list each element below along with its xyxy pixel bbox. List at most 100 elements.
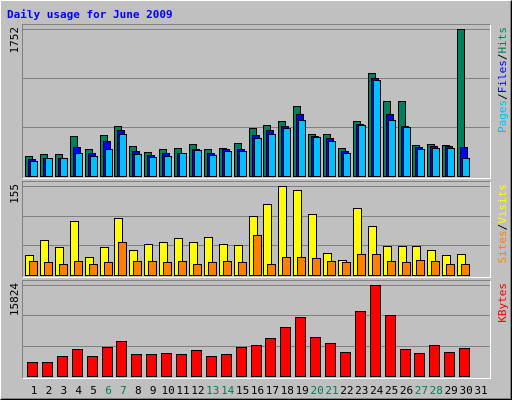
bar [119, 134, 127, 177]
bar [105, 149, 113, 177]
bar [148, 261, 157, 276]
x-tick-label: 25 [385, 384, 398, 397]
bar [313, 137, 321, 177]
bar [357, 254, 366, 276]
bar [29, 261, 38, 276]
bar [209, 155, 217, 177]
bar [298, 120, 306, 177]
bar [370, 285, 381, 377]
bar [224, 151, 232, 177]
x-tick-label: 22 [340, 384, 353, 397]
x-tick-label: 21 [325, 384, 338, 397]
bar [131, 354, 142, 377]
x-tick-label: 18 [281, 384, 294, 397]
x-tick-label: 6 [105, 384, 112, 397]
x-tick-label: 9 [150, 384, 157, 397]
bar [402, 262, 411, 276]
legend-separator: / [496, 93, 509, 100]
x-tick-label: 29 [445, 384, 458, 397]
bar [372, 254, 381, 276]
x-tick-label: 28 [430, 384, 443, 397]
x-tick-label: 12 [191, 384, 204, 397]
legend-separator: / [496, 224, 509, 231]
bar [254, 138, 262, 177]
bar [387, 261, 396, 276]
bar [239, 151, 247, 177]
bar [373, 80, 381, 177]
bar [30, 161, 38, 177]
x-tick-label: 3 [60, 384, 67, 397]
bar [385, 315, 396, 377]
legend-entry: Files [496, 60, 509, 93]
bar [251, 345, 262, 377]
bar [74, 261, 83, 276]
bar [179, 153, 187, 177]
bevel [22, 280, 491, 379]
bar [102, 347, 113, 377]
bar [116, 341, 127, 377]
bar [403, 127, 411, 177]
bar [325, 343, 336, 377]
bar [208, 262, 217, 276]
bar [75, 153, 83, 177]
chart-title: Daily usage for June 2009 [7, 8, 173, 21]
x-tick-label: 31 [474, 384, 487, 397]
bar [238, 262, 247, 276]
bar [133, 261, 142, 276]
bar [194, 150, 202, 177]
bar [146, 354, 157, 377]
bar [400, 349, 411, 377]
bar [267, 264, 276, 276]
bar [193, 264, 202, 276]
bar [72, 349, 83, 377]
bar [176, 354, 187, 377]
bar [310, 337, 321, 377]
bar [253, 235, 262, 276]
bar [42, 362, 53, 377]
bar [161, 353, 172, 377]
x-tick-label: 20 [310, 384, 323, 397]
bar [429, 345, 440, 377]
bar [295, 317, 306, 377]
x-tick-label: 7 [120, 384, 127, 397]
bar [462, 158, 470, 177]
bar [444, 352, 455, 377]
legend-entry: Visits [496, 184, 509, 224]
x-tick-label: 30 [459, 384, 472, 397]
y-tick-label: 155 [8, 184, 21, 204]
bar [163, 262, 172, 276]
x-tick-label: 4 [75, 384, 82, 397]
legend-entry: Pages [496, 100, 509, 133]
bar [342, 262, 351, 276]
bar [358, 125, 366, 177]
bar [388, 120, 396, 177]
x-tick-label: 14 [221, 384, 235, 397]
bevel [22, 24, 491, 179]
bar [59, 264, 68, 276]
bar [164, 156, 172, 177]
x-tick-label: 19 [296, 384, 309, 397]
bar [282, 257, 291, 276]
bar [90, 156, 98, 177]
x-tick-label: 11 [176, 384, 189, 397]
bar [280, 327, 291, 377]
x-tick-label: 24 [370, 384, 384, 397]
bar [447, 148, 455, 177]
bar [191, 350, 202, 377]
bar [432, 148, 440, 177]
bar [416, 260, 425, 276]
x-tick-label: 13 [206, 384, 219, 397]
x-tick-label: 8 [135, 384, 142, 397]
bar [45, 158, 53, 177]
bar [236, 347, 247, 377]
bar [461, 264, 470, 276]
y-tick-label: 1752 [8, 27, 21, 54]
x-tick-label: 2 [46, 384, 53, 397]
bar [268, 134, 276, 177]
x-tick-label: 27 [415, 384, 428, 397]
bar [57, 356, 68, 377]
bar [312, 258, 321, 276]
